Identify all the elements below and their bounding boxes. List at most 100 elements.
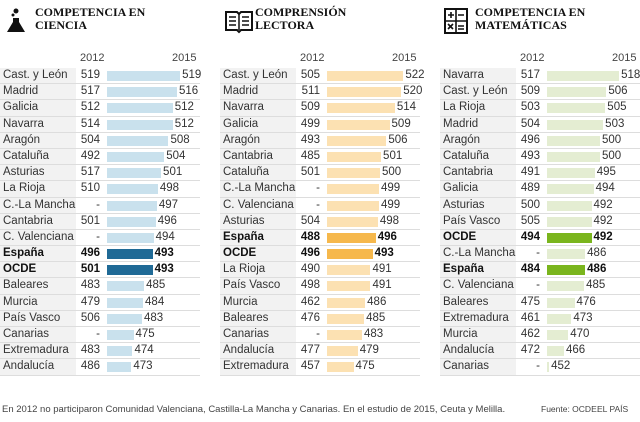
region-label: País Vasco: [0, 310, 76, 326]
value-2015: 520: [403, 85, 423, 98]
bar-2015: [327, 216, 378, 227]
bar-2015: [107, 103, 173, 114]
value-2015: 486: [367, 295, 387, 308]
value-2015: 492: [593, 214, 613, 227]
table-row: Extremadura 461 473: [440, 310, 640, 327]
table-row: Andalucía 477 479: [220, 343, 420, 360]
table-row: Baleares 483 485: [0, 278, 200, 295]
value-2015: 504: [166, 149, 186, 162]
region-label: Cantabria: [220, 148, 296, 165]
bar-2015: [327, 281, 371, 292]
region-label: C.-La Mancha: [440, 246, 516, 262]
value-2015: 512: [174, 101, 194, 114]
bar-2015: [107, 184, 158, 195]
bar-2015: [547, 249, 586, 260]
region-label: Cataluña: [220, 165, 296, 181]
bar-2015: [327, 330, 362, 340]
value-2012: 477: [300, 344, 320, 357]
table-row: Murcia 462 486: [220, 294, 420, 311]
bar-2015: [547, 297, 575, 308]
table-row: Murcia 462 470: [440, 327, 640, 344]
value-2012: 493: [300, 133, 320, 146]
value-2012: 483: [80, 279, 100, 292]
region-label: Murcia: [220, 294, 296, 310]
bar-2015: [547, 103, 606, 114]
value-2012: 462: [300, 295, 320, 308]
value-2015: 492: [593, 230, 613, 243]
table-row: La Rioja 490 491: [220, 262, 420, 279]
region-label: Galicia: [0, 100, 76, 116]
region-label: Navarra: [220, 100, 296, 116]
value-2015: 473: [133, 360, 153, 373]
col-header-2012: 2012: [80, 52, 105, 64]
calculator-icon: [444, 8, 468, 34]
region-label: La Rioja: [0, 181, 76, 197]
value-2012: 490: [300, 263, 320, 276]
region-label: Madrid: [0, 84, 76, 100]
region-label: Andalucía: [0, 359, 76, 375]
value-2015: 496: [157, 214, 177, 227]
value-2012: 488: [300, 230, 320, 243]
bar-2015: [327, 119, 390, 130]
value-2012: 476: [300, 311, 320, 324]
table-row: España 488 496: [220, 229, 420, 247]
region-label: Navarra: [440, 68, 516, 84]
value-2012: -: [316, 182, 320, 195]
value-2012: 493: [520, 149, 540, 162]
region-label: Cantabria: [440, 165, 516, 181]
table-row: Aragón 504 508: [0, 132, 200, 149]
region-label: Canarias: [440, 359, 516, 375]
source: Fuente: OCDE.: [541, 404, 600, 414]
value-2015: 512: [174, 117, 194, 130]
bar-2015: [547, 87, 607, 98]
bar-2015: [547, 119, 604, 130]
value-2015: 505: [607, 101, 627, 114]
table-row: C. Valenciana - 499: [220, 197, 420, 214]
bar-2015: [107, 346, 133, 357]
value-2015: 498: [379, 214, 400, 227]
region-label: C. Valenciana: [0, 229, 76, 246]
bar-2015: [547, 216, 592, 227]
value-2012: 519: [80, 69, 100, 81]
region-label: Baleares: [220, 310, 296, 326]
region-label: Galicia: [440, 181, 516, 197]
region-label: Asturias: [440, 197, 516, 213]
value-2012: 496: [300, 247, 320, 260]
value-2015: 518: [621, 69, 640, 81]
region-label: Baleares: [440, 294, 516, 310]
bar-2015: [107, 87, 177, 98]
table-row: Andalucía 472 466: [440, 343, 640, 360]
region-label: Cast. y León: [440, 84, 516, 100]
value-2012: 498: [300, 279, 320, 292]
value-2012: 512: [80, 101, 100, 114]
bar-2015: [107, 281, 145, 292]
open-book-icon: [224, 8, 253, 34]
bar-2015: [327, 135, 387, 146]
bar-2015: [107, 151, 165, 162]
bar-2015: [107, 297, 144, 308]
value-2015: 483: [363, 328, 384, 340]
value-2015: 452: [551, 360, 571, 373]
value-2012: -: [316, 198, 320, 211]
table-row: España 496 493: [0, 246, 200, 263]
region-label: Cataluña: [440, 148, 516, 165]
region-label: C.-La Mancha: [0, 197, 76, 213]
region-label: Extremadura: [440, 310, 516, 326]
region-label: Murcia: [0, 294, 76, 310]
region-label: Madrid: [440, 116, 516, 132]
bar-2015: [327, 200, 379, 211]
col-header-2015: 2015: [392, 52, 417, 64]
col-header-2015: 2015: [172, 52, 197, 64]
bar-2015: [107, 216, 156, 227]
region-label: España: [220, 229, 296, 246]
value-2012: 504: [80, 133, 100, 146]
value-2015: 466: [565, 344, 586, 357]
value-2015: 495: [596, 166, 616, 179]
region-label: Cast. y León: [220, 68, 296, 84]
value-2012: 509: [300, 101, 320, 114]
value-2012: 509: [520, 85, 540, 98]
value-2015: 493: [374, 247, 394, 260]
value-2015: 499: [380, 198, 401, 211]
flask-icon: [4, 8, 28, 34]
value-2015: 475: [135, 328, 155, 340]
